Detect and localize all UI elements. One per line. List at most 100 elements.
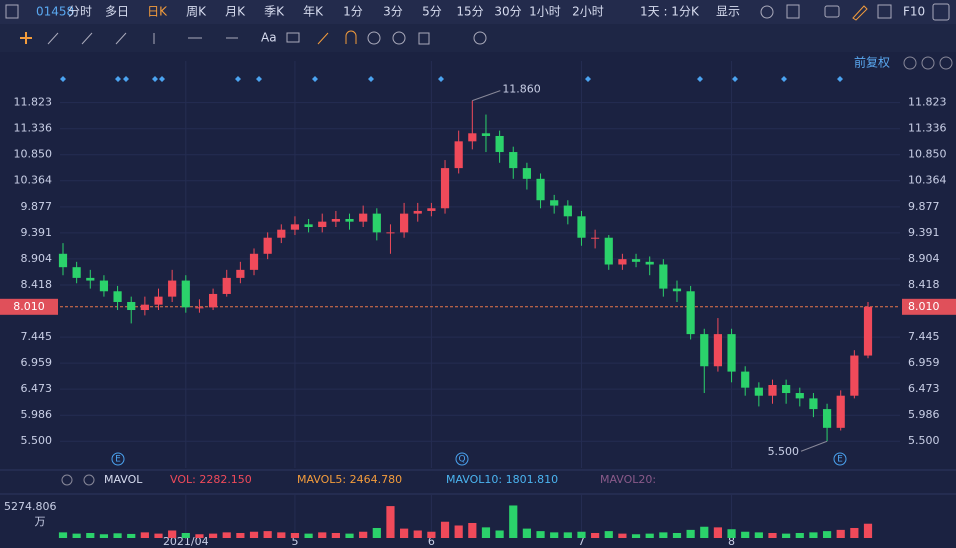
- camera-icon[interactable]: [824, 5, 840, 18]
- zoom-out[interactable]: [921, 56, 935, 70]
- candle-body: [741, 371, 750, 388]
- y-tick-label: 11.336: [14, 122, 53, 135]
- x-tick-label: 2021/04: [163, 535, 209, 548]
- volume-bar: [522, 528, 531, 538]
- candle-body: [331, 218, 340, 222]
- hide-tool[interactable]: [392, 31, 406, 45]
- period-tab[interactable]: 30分: [494, 5, 521, 19]
- stock-code[interactable]: 01458: [36, 5, 74, 19]
- delete-tool[interactable]: [418, 32, 430, 45]
- candle-body: [481, 133, 491, 136]
- period-tab[interactable]: 15分: [456, 5, 483, 19]
- candle-body: [700, 334, 709, 367]
- candle-body: [659, 264, 668, 289]
- candle-body: [495, 135, 504, 153]
- volume-bar: [850, 527, 859, 538]
- settings-tool[interactable]: [473, 31, 487, 45]
- volume-bar: [686, 529, 695, 538]
- period-tab[interactable]: 分时: [68, 5, 92, 19]
- lock-tool[interactable]: [367, 31, 381, 45]
- period-tab[interactable]: 周K: [186, 5, 207, 19]
- y-tick-label: 8.418: [21, 278, 53, 291]
- period-tab[interactable]: 1分: [343, 5, 363, 19]
- y-tick-label: 5.500: [908, 434, 940, 447]
- display[interactable]: 显示: [716, 5, 740, 19]
- annotation: 11.860: [502, 83, 541, 96]
- text-tool[interactable]: Aa: [261, 31, 277, 45]
- indicator-close[interactable]: [83, 474, 95, 486]
- settings-icon[interactable]: [760, 5, 774, 19]
- volume-bar: [495, 530, 504, 538]
- candle-body: [782, 384, 791, 394]
- candle-body: [631, 259, 641, 262]
- note-tool[interactable]: [286, 32, 300, 43]
- candle-body: [372, 213, 381, 233]
- x-tick-label: 6: [428, 535, 435, 548]
- f10[interactable]: F10: [903, 5, 925, 19]
- candle-body: [113, 291, 122, 302]
- candle-body: [863, 306, 873, 356]
- volume-bar: [577, 531, 586, 538]
- candle-body: [468, 133, 477, 142]
- candle-body: [99, 280, 109, 292]
- adjust-mode[interactable]: 前复权: [854, 55, 890, 70]
- volume-bar: [782, 533, 791, 538]
- undo-icon[interactable]: [903, 56, 917, 70]
- event-icon[interactable]: [833, 452, 847, 466]
- period-tab[interactable]: 2小时: [572, 5, 604, 19]
- period-tab[interactable]: 月K: [225, 5, 246, 19]
- candle-body: [249, 253, 259, 270]
- pen-icon[interactable]: [852, 5, 868, 21]
- volume-bar: [127, 533, 136, 538]
- fullscreen-icon[interactable]: [877, 4, 892, 19]
- interval[interactable]: 1天 : 1分K: [640, 5, 700, 19]
- candle-body: [645, 261, 654, 265]
- volume-bar: [181, 532, 190, 538]
- draw-tools[interactable]: [47, 32, 238, 45]
- indicator-settings[interactable]: [61, 474, 73, 486]
- checkbox[interactable]: [786, 4, 800, 19]
- move-tool[interactable]: [20, 32, 32, 44]
- y-tick-label: 8.418: [908, 278, 940, 291]
- period-tab[interactable]: 日K: [147, 5, 168, 19]
- last-price-label: 8.010: [13, 300, 45, 313]
- last-price-box: [0, 298, 58, 315]
- volume-bar: [236, 532, 245, 538]
- candle-body: [768, 384, 777, 396]
- y-tick-label: 10.364: [14, 174, 53, 187]
- period-tab[interactable]: 3分: [383, 5, 403, 19]
- candle-body: [809, 398, 818, 410]
- volume-bar: [290, 532, 300, 538]
- y-tick-label: 5.986: [908, 408, 940, 421]
- volume-bar: [836, 529, 845, 538]
- candle-body: [222, 277, 231, 294]
- period-tab[interactable]: 年K: [303, 5, 324, 19]
- period-tab[interactable]: 季K: [264, 5, 285, 19]
- volume-bar: [563, 532, 572, 538]
- volume-bar: [372, 527, 381, 538]
- zoom-in[interactable]: [939, 56, 953, 70]
- y-tick-label: 7.445: [908, 330, 940, 343]
- event-label: E: [837, 455, 843, 465]
- candle-body: [618, 259, 627, 265]
- close-icon[interactable]: [932, 3, 950, 21]
- volume-bar: [713, 527, 723, 538]
- volume-legend: MAVOL10: 1801.810: [446, 473, 558, 486]
- candle-body: [672, 288, 682, 292]
- period-tab[interactable]: 1小时: [529, 5, 561, 19]
- event-icon[interactable]: [111, 452, 125, 466]
- volume-bar: [99, 534, 109, 538]
- toggle-icon[interactable]: [5, 4, 19, 19]
- candle-body: [850, 355, 859, 396]
- indicator-name[interactable]: MAVOL: [104, 473, 143, 486]
- volume-bar: [509, 505, 518, 538]
- volume-bar: [440, 521, 450, 538]
- magnet-tool[interactable]: [317, 30, 357, 45]
- period-tab[interactable]: 多日: [105, 5, 129, 19]
- event-icon[interactable]: [455, 452, 469, 466]
- volume-bar: [413, 530, 422, 538]
- candle-body: [290, 224, 300, 230]
- volume-bar: [754, 532, 763, 538]
- candle-body: [304, 224, 313, 228]
- period-tab[interactable]: 5分: [422, 5, 442, 19]
